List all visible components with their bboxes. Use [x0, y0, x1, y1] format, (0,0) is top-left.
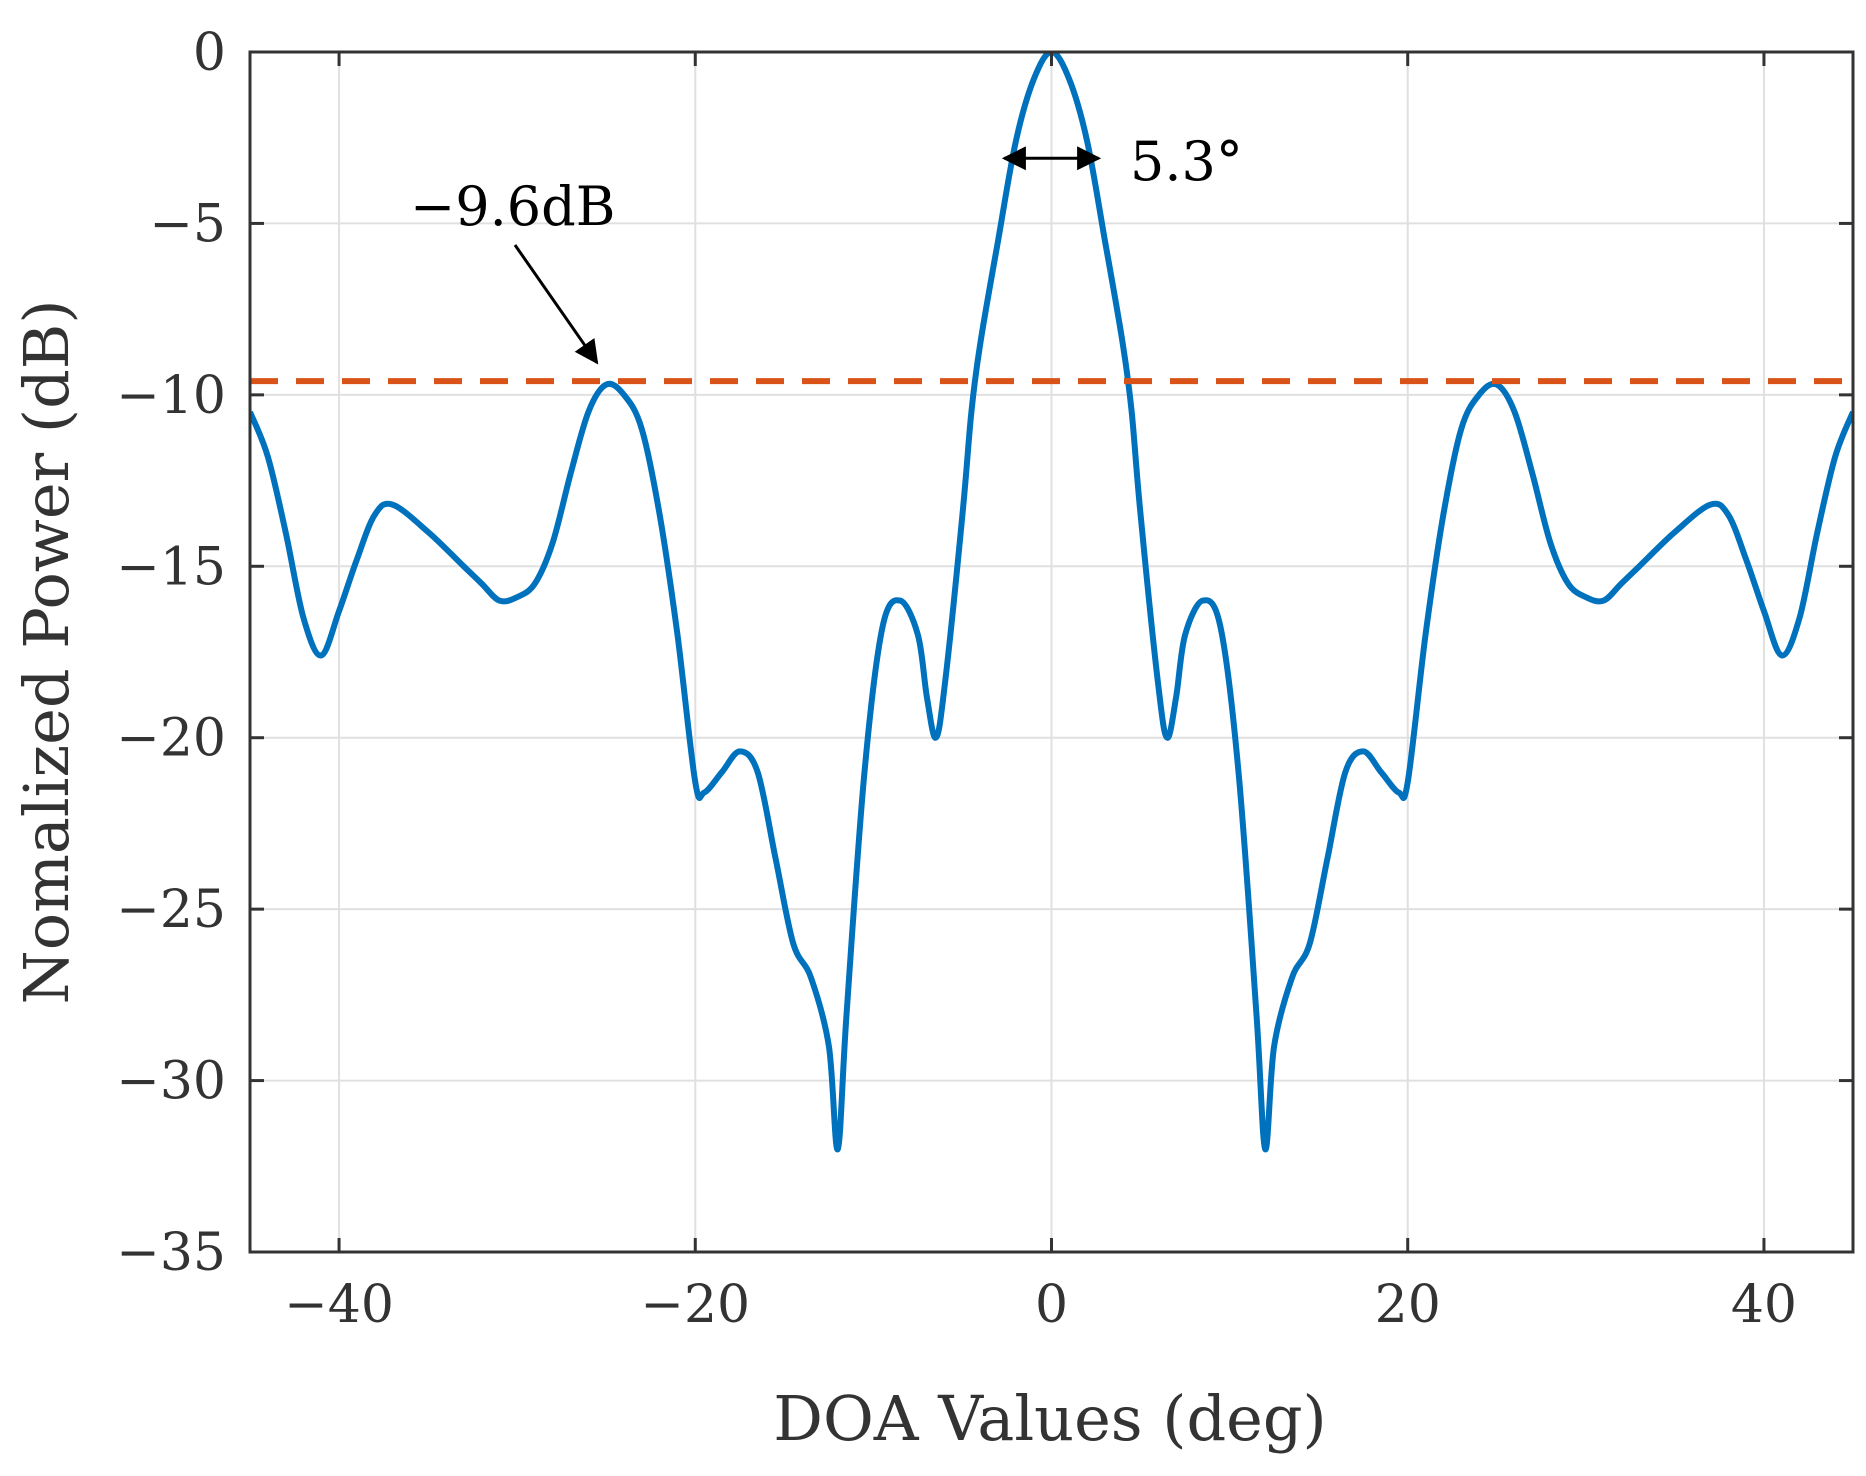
- annotations: −9.6dB 5.3°: [410, 130, 1243, 365]
- y-tick-label: −15: [116, 537, 226, 597]
- y-tick-label: 0: [193, 23, 226, 83]
- y-tick-label: −20: [116, 709, 226, 769]
- beam-pattern-line: [250, 52, 1853, 1153]
- x-tick-label: −20: [640, 1275, 750, 1335]
- sidelobe-arrow: [513, 244, 599, 365]
- x-tick-label: 40: [1731, 1275, 1797, 1335]
- x-tick-label: 0: [1035, 1275, 1068, 1335]
- y-tick-label: −5: [149, 194, 226, 254]
- sidelobe-level-label: −9.6dB: [410, 175, 615, 238]
- x-tick-label: 20: [1375, 1275, 1441, 1335]
- y-tick-label: −30: [116, 1052, 226, 1112]
- y-tick-label: −25: [116, 880, 226, 940]
- x-tick-label: −40: [284, 1275, 394, 1335]
- plot-series: [250, 52, 1853, 1153]
- axis-ticks: −40 −20 0 20 40 0 −5 −10 −15 −20 −25 −30 −35: [116, 23, 1853, 1335]
- y-tick-label: −10: [116, 366, 226, 426]
- beamwidth-label: 5.3°: [1130, 130, 1243, 193]
- y-axis-label: Nomalized Power (dB): [10, 299, 83, 1004]
- y-tick-label: −35: [116, 1223, 226, 1283]
- x-axis-label: DOA Values (deg): [773, 1382, 1327, 1455]
